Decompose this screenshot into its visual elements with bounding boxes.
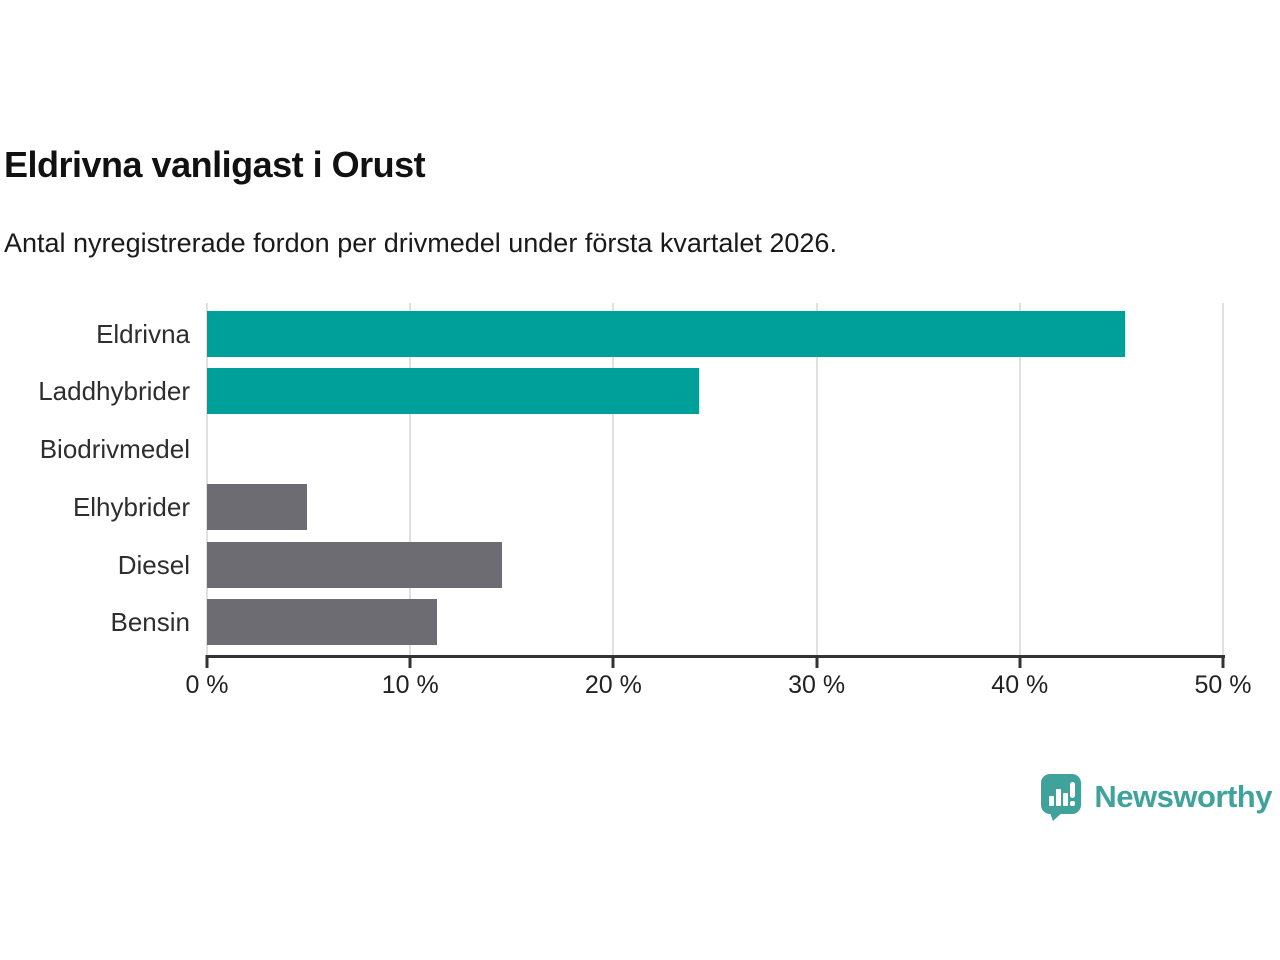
- x-axis-line: [207, 655, 1225, 658]
- x-axis-tick: [1018, 655, 1022, 668]
- category-label-diesel: Diesel: [117, 550, 190, 580]
- chart-subtitle: Antal nyregistrerade fordon per drivmede…: [4, 228, 837, 258]
- newsworthy-logo-icon: [1041, 774, 1082, 821]
- x-axis-tick-label: 30 %: [788, 671, 846, 699]
- x-axis-tick: [815, 655, 819, 668]
- bar-elhybrider: [207, 484, 307, 530]
- category-label-biodrivmedel: Biodrivmedel: [39, 434, 190, 464]
- x-axis-tick-label: 0 %: [185, 671, 229, 699]
- category-label-bensin: Bensin: [110, 607, 191, 637]
- gridline: [206, 303, 208, 655]
- category-label-elhybrider: Elhybrider: [72, 492, 190, 522]
- gridline: [409, 303, 412, 655]
- newsworthy-logo-text: Newsworthy: [1094, 779, 1272, 814]
- bar-bensin: [207, 599, 437, 645]
- category-label-laddhybrider: Laddhybrider: [38, 376, 190, 406]
- bar-laddhybrider: [207, 368, 699, 414]
- gridline: [815, 303, 818, 655]
- x-axis-tick: [1221, 655, 1225, 668]
- newsworthy-logo: Newsworthy: [1038, 772, 1272, 822]
- bar-diesel: [207, 542, 502, 588]
- bar-eldrivna: [207, 311, 1126, 357]
- category-label-eldrivna: Eldrivna: [96, 319, 190, 349]
- x-axis-tick: [205, 655, 209, 668]
- x-axis-tick-label: 40 %: [991, 671, 1049, 699]
- gridline: [1222, 303, 1224, 655]
- x-axis-tick-label: 50 %: [1194, 671, 1252, 699]
- category-labels: Eldrivna Laddhybrider Biodrivmedel Elhyb…: [0, 303, 190, 655]
- plot-area: 0 % 10 % 20 % 30 % 40 % 50 %: [185, 303, 1251, 699]
- x-axis-tick: [611, 655, 615, 668]
- gridline: [612, 303, 615, 655]
- x-axis-tick-label: 20 %: [584, 671, 642, 699]
- chart-title: Eldrivna vanligast i Orust: [4, 144, 426, 185]
- x-axis-tick-label: 10 %: [381, 671, 439, 699]
- gridline: [1018, 303, 1021, 655]
- x-axis-tick: [408, 655, 412, 668]
